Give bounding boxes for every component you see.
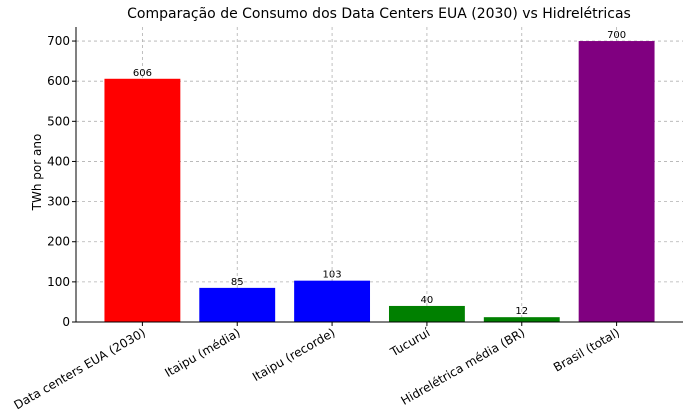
y-tick-label: 100 xyxy=(47,275,70,289)
y-tick-label: 600 xyxy=(47,74,70,88)
bar xyxy=(294,280,371,322)
data-label: 40 xyxy=(421,295,434,306)
x-tick-label: Tucuruí xyxy=(387,325,433,360)
y-tick-label: 200 xyxy=(47,235,70,249)
data-label: 103 xyxy=(323,270,342,281)
bar-layer xyxy=(104,41,655,323)
bar xyxy=(199,287,276,322)
y-tick-label: 300 xyxy=(47,195,70,209)
chart-title: Comparação de Consumo dos Data Centers E… xyxy=(127,6,631,22)
y-tick-label: 500 xyxy=(47,114,70,128)
data-label: 12 xyxy=(515,306,528,317)
bar xyxy=(483,317,560,322)
x-tick-label: Brasil (total) xyxy=(551,325,622,374)
y-tick-label: 0 xyxy=(62,315,70,329)
y-axis-label: TWh por ano xyxy=(30,134,44,212)
bar xyxy=(388,305,465,322)
label-layer: 606 85 103 40 12 700 xyxy=(133,30,626,317)
x-tick-label: Data centers EUA (2030) xyxy=(11,325,147,412)
data-label: 85 xyxy=(231,277,244,288)
bar xyxy=(104,78,181,322)
y-tick-label: 400 xyxy=(47,154,70,168)
x-tick-label: Itaipu (média) xyxy=(162,325,242,379)
data-label: 700 xyxy=(607,30,626,41)
data-label: 606 xyxy=(133,68,152,79)
bar xyxy=(578,41,655,323)
y-tick-label: 700 xyxy=(47,34,70,48)
x-tick-label: Itaipu (recorde) xyxy=(250,325,338,384)
